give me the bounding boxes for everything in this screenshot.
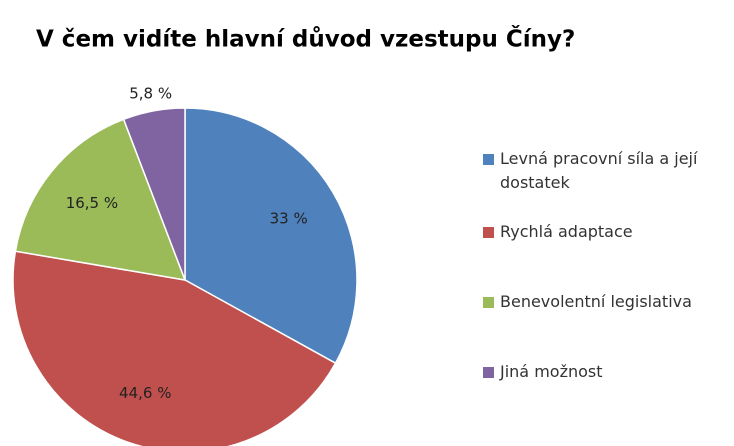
pie-slice (122, 107, 186, 281)
data-label: 16,5 % (66, 194, 118, 212)
data-label: 5,8 % (129, 84, 172, 102)
legend-swatch (483, 154, 494, 165)
legend-item: Benevolentní legislativa (483, 290, 728, 314)
pie-slice (12, 250, 337, 446)
legend-swatch (483, 297, 494, 308)
legend-item: Jiná možnost (483, 360, 728, 384)
legend-label: Benevolentní legislativa (500, 292, 692, 311)
data-label: 33 % (270, 209, 308, 227)
chart-title: V čem vidíte hlavní důvod vzestupu Číny? (36, 25, 575, 53)
legend-label: Levná pracovní síla a její dostatek (500, 149, 698, 192)
data-label: 44,6 % (119, 384, 171, 402)
legend-swatch (483, 367, 494, 378)
legend-item: Levná pracovní síla a její dostatek (483, 147, 728, 195)
legend-swatch (483, 227, 494, 238)
pie-slice (184, 107, 358, 365)
legend-label: Jiná možnost (500, 362, 603, 381)
legend-item: Rychlá adaptace (483, 220, 728, 244)
legend-label: Rychlá adaptace (500, 222, 633, 241)
pie-slice (14, 118, 187, 281)
